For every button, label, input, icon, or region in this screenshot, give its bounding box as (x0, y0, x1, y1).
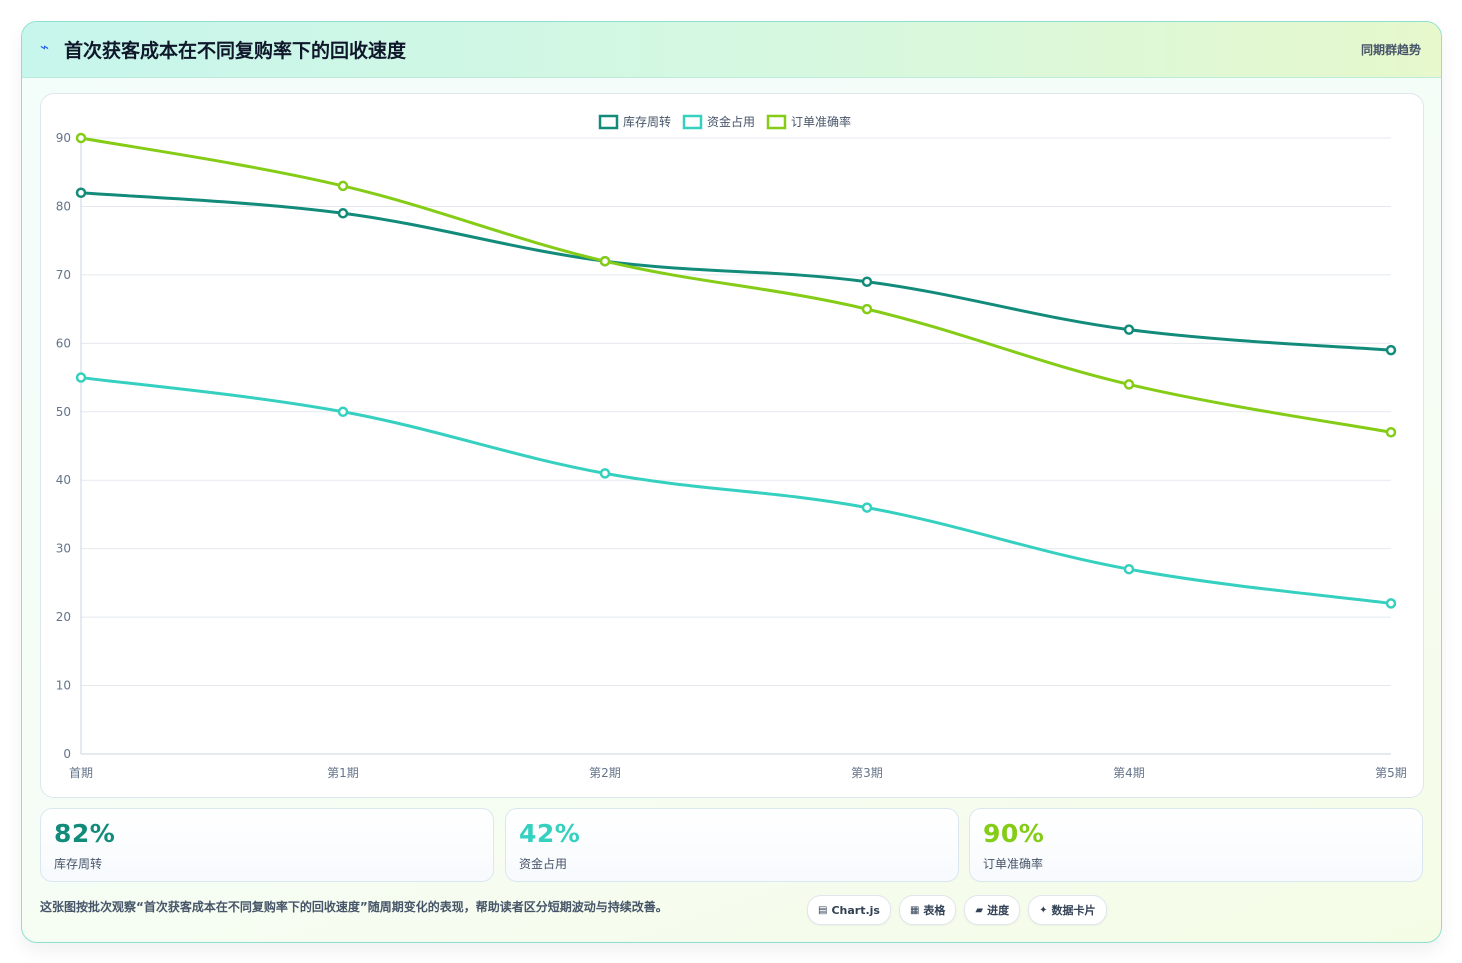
data-point (75, 372, 87, 383)
trend-line-icon: ⌁ (40, 38, 50, 56)
y-tick-label: 70 (56, 268, 71, 282)
chip-label: 表格 (923, 904, 946, 917)
legend-label: 库存周转 (623, 114, 671, 129)
data-point (75, 132, 87, 144)
chip-label: 数据卡片 (1051, 904, 1096, 917)
x-tick-label: 第2期 (589, 766, 621, 780)
data-point (75, 187, 87, 199)
series-line-3 (80, 136, 1392, 434)
stat-value: 82% (54, 819, 116, 848)
stat-label: 资金占用 (519, 857, 568, 871)
y-tick-label: 30 (56, 542, 71, 556)
chip-progress[interactable]: ▰ 进度 (964, 895, 1021, 925)
y-tick-label: 90 (56, 131, 71, 145)
chart-icon: ▤ (818, 904, 828, 916)
data-point (599, 255, 611, 267)
data-point (1123, 324, 1135, 335)
data-point (861, 502, 873, 513)
stat-card-accuracy: 90% 订单准确率 (969, 808, 1423, 882)
line-chart: 0 10 20 30 40 50 60 70 80 90 首期 第1期 第2期 第3期 第4期 第5期 库存周转… (56, 114, 1407, 780)
table-icon: ▦ (909, 904, 920, 916)
card-header: ⌁ 首次获客成本在不同复购率下的回收速度 同期群趋势 (22, 22, 1441, 78)
data-point (1385, 598, 1397, 609)
y-tick-label: 20 (56, 610, 71, 624)
stat-label: 库存周转 (54, 857, 103, 871)
y-tick-label: 60 (56, 336, 71, 350)
series-line-1 (80, 191, 1392, 352)
chip-chartjs[interactable]: ▤ Chart.js (807, 895, 891, 925)
chart-panel: 0 10 20 30 40 50 60 70 80 90 首期 第1期 第2期 第3期 第4期 第5期 库存周转… (40, 93, 1424, 798)
x-tick-label: 第3期 (851, 766, 883, 780)
data-point (861, 303, 873, 315)
chip-label: 进度 (987, 904, 1010, 917)
data-point (599, 468, 611, 479)
chart-card: ⌁ 首次获客成本在不同复购率下的回收速度 同期群趋势 0 10 20 30 40 50 60… (21, 21, 1442, 943)
legend-swatch (766, 114, 787, 130)
data-point (337, 180, 349, 192)
progress-icon: ▰ (975, 904, 984, 916)
stat-card-inventory: 82% 库存周转 (40, 808, 494, 882)
series-line-2 (80, 376, 1392, 605)
x-tick-label: 第1期 (327, 766, 359, 780)
y-tick-label: 0 (63, 747, 71, 761)
card-icon: ✦ (1039, 904, 1048, 916)
chip-label: Chart.js (831, 903, 880, 917)
x-tick-label: 第5期 (1375, 766, 1407, 780)
stat-label: 订单准确率 (983, 857, 1044, 871)
chip-data-card[interactable]: ✦ 数据卡片 (1028, 895, 1107, 925)
chip-table[interactable]: ▦ 表格 (898, 895, 957, 925)
data-point (1385, 427, 1397, 438)
card-tag: 同期群趋势 (1360, 43, 1421, 57)
x-tick-label: 首期 (69, 766, 93, 780)
data-point (861, 276, 873, 287)
y-tick-label: 10 (56, 679, 71, 693)
x-tick-label: 第4期 (1113, 766, 1145, 780)
legend-label: 订单准确率 (791, 114, 851, 129)
y-tick-label: 50 (56, 405, 71, 419)
y-tick-label: 80 (56, 199, 71, 213)
y-tick-label: 40 (56, 473, 71, 487)
card-title: 首次获客成本在不同复购率下的回收速度 (64, 40, 407, 62)
stat-value: 42% (519, 819, 581, 848)
legend-label: 资金占用 (707, 114, 755, 129)
chip-group: ▤ Chart.js ▦ 表格 ▰ 进度 ✦ 数据卡片 (807, 895, 1107, 925)
data-point (1123, 563, 1135, 575)
legend-swatch (598, 114, 619, 130)
legend-swatch (682, 114, 703, 130)
stat-value: 90% (983, 819, 1045, 848)
data-point (337, 406, 349, 418)
data-point (1123, 379, 1135, 390)
footer-note: 这张图按批次观察“首次获客成本在不同复购率下的回收速度”随周期变化的表现，帮助读… (40, 900, 668, 914)
data-point (337, 208, 349, 219)
data-point (1385, 344, 1397, 356)
stat-card-capital: 42% 资金占用 (505, 808, 959, 882)
